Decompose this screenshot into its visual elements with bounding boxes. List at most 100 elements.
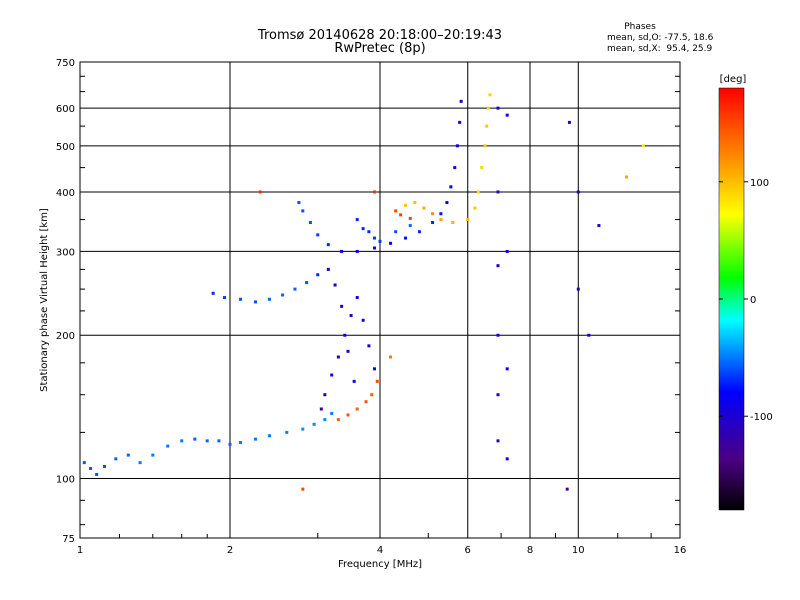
chart-subtitle: RwPretec (8p) [334,41,426,56]
phases-o-stats: mean, sd,O: -77.5, 18.6 [607,33,714,43]
data-point [138,461,142,465]
data-point [312,422,316,426]
data-point [193,437,197,441]
data-point [180,439,184,443]
x-tick-label: 6 [465,545,471,556]
data-point [370,393,374,397]
data-point [95,472,99,476]
data-point [439,218,443,222]
data-point [82,461,86,465]
data-point [439,212,443,216]
data-point [355,296,359,300]
data-point [223,296,227,300]
data-point [480,166,484,170]
data-point [496,106,500,110]
data-point [505,249,509,253]
y-tick-label: 500 [56,142,75,153]
data-point [485,124,489,128]
data-point [258,190,262,194]
colorbar-tick-label: 0 [750,295,756,306]
data-point [375,379,379,383]
data-point [458,120,462,124]
y-tick-label: 75 [62,534,75,545]
colorbar-ticks: 100 0 -100 [719,178,773,423]
data-point [505,367,509,371]
data-point [305,281,309,285]
y-axis-ticks: 75 100 200 300 400 500 600 750 [56,58,680,545]
phases-heading: Phases [624,22,656,32]
data-point [403,203,407,207]
data-point [453,166,457,170]
data-point [483,144,487,148]
data-point [373,190,377,194]
y-tick-label: 600 [56,104,75,115]
data-point [496,439,500,443]
plot-frame [79,61,681,539]
data-point [330,373,334,377]
data-point [323,393,327,397]
data-point [413,201,417,205]
data-point [281,293,285,297]
data-point [285,430,289,434]
data-point [349,314,353,318]
x-axis-ticks: 1 2 4 6 8 10 16 [77,533,687,556]
data-point [389,355,393,359]
data-point [355,407,359,411]
data-point [267,297,271,301]
y-tick-label: 100 [56,475,75,486]
data-point [293,287,297,291]
data-point [340,304,344,308]
data-point [459,99,463,103]
data-point [403,236,407,240]
data-point [449,185,453,189]
data-point [389,241,393,245]
y-axis-title: Stationary phase Virtual Height [km] [39,208,50,392]
data-point [228,442,232,446]
data-point [373,236,377,240]
data-point [431,221,435,225]
data-point [343,333,347,337]
x-tick-label: 10 [572,545,585,556]
colorbar-label: [deg] [720,74,747,85]
x-tick-label: 1 [77,545,83,556]
x-axis-title: Frequency [MHz] [338,559,422,570]
data-point [466,218,470,222]
data-point [496,264,500,268]
data-point [361,227,365,231]
data-point [488,93,492,97]
data-point [486,106,490,110]
data-point [355,218,359,222]
data-point [361,318,365,322]
data-point [114,457,118,461]
data-points [82,93,645,491]
x-tick-label: 2 [227,545,233,556]
data-point [151,453,155,457]
data-point [301,427,305,431]
data-point [455,144,459,148]
data-point [323,418,327,422]
data-point [476,190,480,194]
data-point [253,300,257,304]
data-point [597,224,601,228]
data-point [239,297,243,301]
y-tick-label: 750 [56,58,75,69]
data-point [576,287,580,291]
data-point [367,344,371,348]
data-point [431,212,435,216]
data-point [641,144,645,148]
data-point [217,439,221,443]
y-tick-label: 200 [56,331,75,342]
data-point [625,175,629,179]
data-point [352,379,356,383]
y-tick-label: 300 [56,247,75,258]
data-point [408,224,412,228]
data-point [267,434,271,438]
data-point [473,206,477,210]
data-point [565,487,569,491]
data-point [445,201,449,205]
x-tick-label: 16 [674,545,687,556]
data-point [505,113,509,117]
data-point [330,411,334,415]
colorbar-tick-label: 100 [750,178,769,189]
